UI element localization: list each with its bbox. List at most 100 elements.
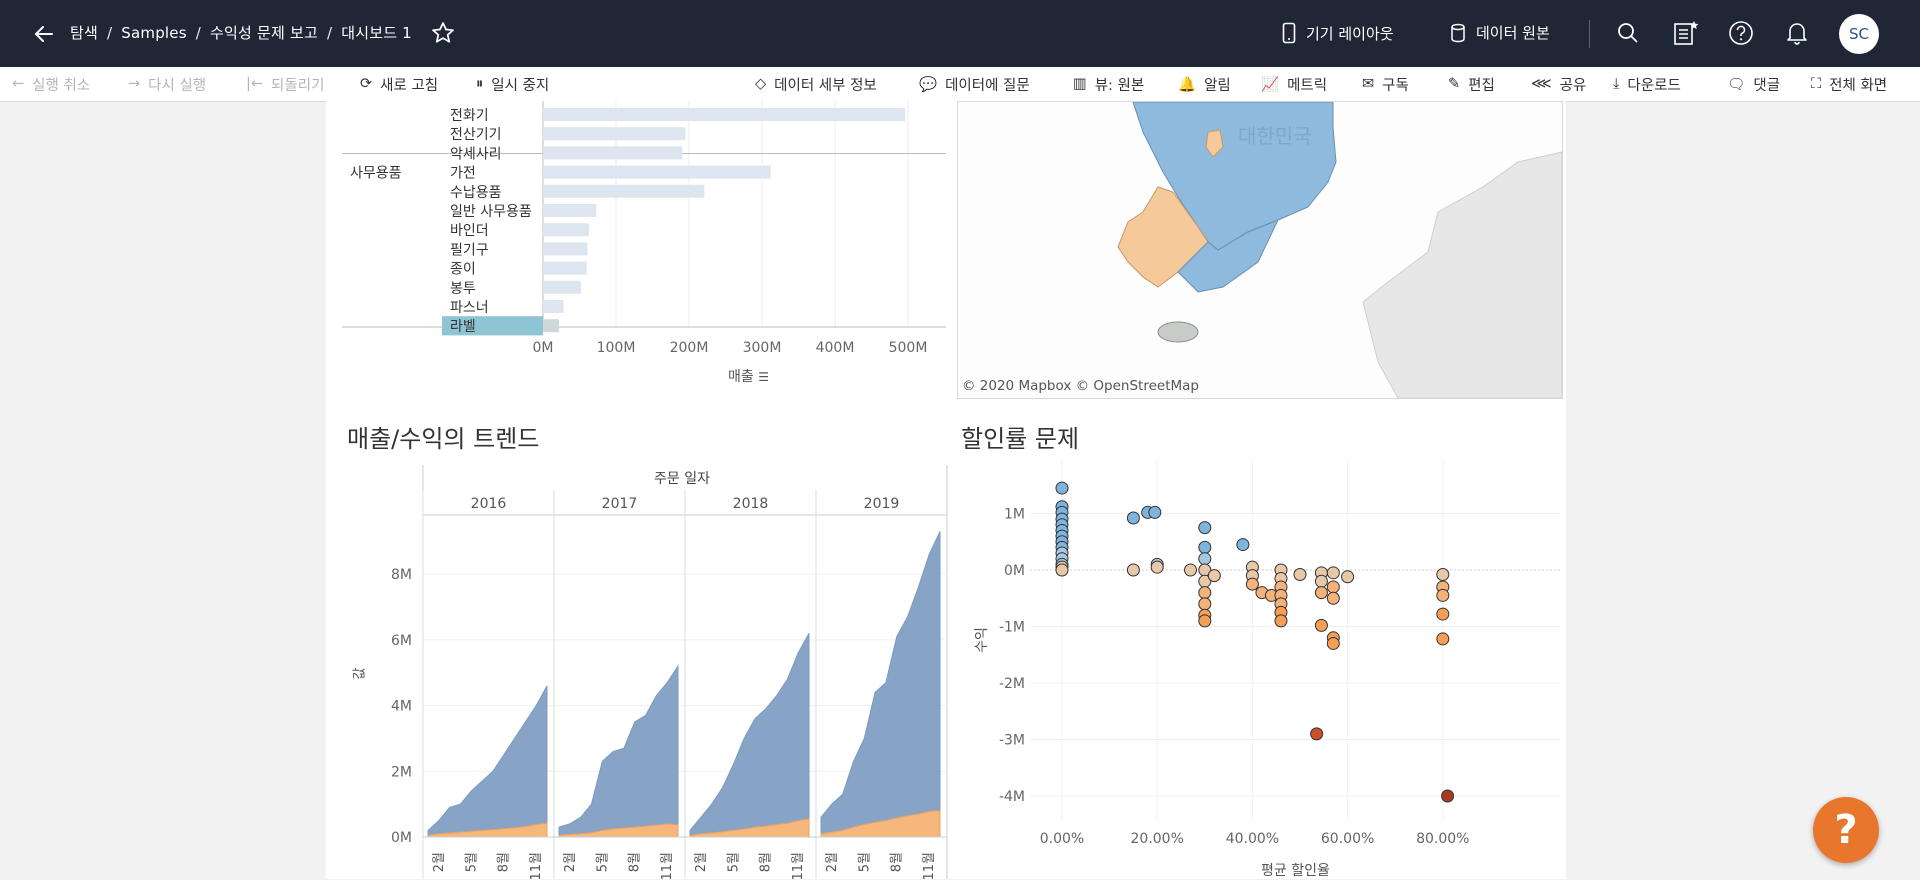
share-button[interactable]: ⋘ 공유 <box>1531 67 1586 101</box>
scatter-x-tick: 20.00% <box>1131 831 1184 847</box>
sort-icon[interactable]: ☰ <box>758 370 769 384</box>
bar-subcategory-label: 가전 <box>450 166 476 182</box>
trend-y-tick: 8M <box>391 567 412 583</box>
device-layout-button[interactable]: 기기 레이아웃 <box>1282 22 1394 44</box>
bar-subcategory-label: 봉투 <box>450 281 476 297</box>
bar <box>543 242 588 256</box>
trend-chart-svg: 0M 2M 4M 6M 8M 2016 2월 5월 8월 11월 2017 2월 5월 8월 11월 2018… <box>391 465 948 879</box>
bar <box>543 261 587 275</box>
trend-month-tick: 8월 <box>628 852 643 872</box>
refresh-button[interactable]: ⟳ 새로 고침 <box>360 67 438 101</box>
database-icon <box>1451 23 1465 42</box>
data-details-button[interactable]: ◇ 데이터 세부 정보 <box>755 67 877 101</box>
favorite-star-icon[interactable] <box>430 20 456 46</box>
undo-label: 실행 취소 <box>32 77 91 94</box>
trend-month-tick: 2월 <box>563 852 578 872</box>
chat-bubble-icon: 💬 <box>919 76 938 93</box>
download-icon: ⤓ <box>1613 76 1620 92</box>
trend-title: 매출/수익의 트렌드 <box>347 425 540 453</box>
discount-scatter-svg: 1M 0M -1M -2M -3M -4M 0.00% 20.00% 40.00% 60.00% 8… <box>999 460 1560 847</box>
share-icon: ⋘ <box>1531 76 1552 92</box>
comment-button[interactable]: 🗨 댓글 <box>1727 67 1780 101</box>
revert-button[interactable]: |← 되돌리기 <box>246 67 324 101</box>
scatter-point <box>1441 789 1455 803</box>
trend-y-tick: 4M <box>391 699 412 715</box>
scatter-point <box>1326 566 1340 580</box>
fullscreen-icon: ⛶ <box>1811 76 1822 92</box>
map-region-capital[interactable] <box>1205 129 1224 158</box>
scatter-point <box>1436 607 1450 621</box>
profit-area <box>820 810 941 838</box>
scatter-point <box>1314 618 1328 632</box>
scatter-x-tick: 0.00% <box>1040 831 1084 847</box>
bar-x-tick: 100M <box>597 340 636 356</box>
data-source-button[interactable]: 데이터 원본 <box>1450 22 1550 43</box>
breadcrumb-item-explore[interactable]: 탐색 <box>70 24 99 42</box>
trend-month-tick: 11월 <box>529 852 544 879</box>
ask-data-button[interactable]: 💬 데이터에 질문 <box>919 67 1030 101</box>
map-svg <box>1117 102 1562 398</box>
redo-label: 다시 실행 <box>148 77 207 94</box>
scatter-y-tick: -3M <box>999 733 1025 749</box>
trend-month-tick: 11월 <box>660 852 675 879</box>
scatter-point <box>1184 563 1198 577</box>
map-region-southwest[interactable] <box>1117 186 1209 288</box>
map-region-southeast[interactable] <box>1177 219 1280 293</box>
bar-subcategory-label: 파스너 <box>450 300 489 316</box>
favorites-list-icon[interactable] <box>1672 19 1700 47</box>
avatar[interactable]: SC <box>1839 14 1879 54</box>
bar <box>543 204 597 217</box>
scatter-point <box>1126 511 1140 525</box>
bar-selected-highlight <box>442 316 543 336</box>
breadcrumb-item-workbook[interactable]: 수익성 문제 보고 <box>210 24 318 42</box>
view-original-button[interactable]: ▥ 뷰: 원본 <box>1073 67 1144 101</box>
scatter-point <box>1436 588 1450 602</box>
bar <box>543 146 683 160</box>
breadcrumb-item-samples[interactable]: Samples <box>121 23 187 42</box>
bar <box>543 184 705 198</box>
bar-subcategory-label: 전산기기 <box>450 127 502 143</box>
alert-label: 알림 <box>1204 77 1231 94</box>
scatter-point <box>1314 574 1328 588</box>
bar-x-tick: 300M <box>743 340 782 356</box>
map-attribution[interactable]: © 2020 Mapbox © OpenStreetMap <box>962 378 1199 394</box>
scatter-point <box>1148 505 1162 519</box>
phone-icon <box>1282 22 1296 44</box>
pause-button[interactable]: ⏸ 일시 중지 <box>476 67 549 101</box>
trend-month-tick: 8월 <box>890 852 905 872</box>
scatter-point <box>1274 614 1288 628</box>
back-arrow-icon[interactable] <box>30 20 58 48</box>
data-source-label: 데이터 원본 <box>1476 24 1550 42</box>
sales-area <box>558 664 679 838</box>
redo-button[interactable]: → 다시 실행 <box>128 67 206 101</box>
revert-label: 되돌리기 <box>271 77 325 94</box>
bell-icon[interactable] <box>1785 20 1809 46</box>
scatter-point <box>1055 563 1069 577</box>
scatter-y-tick: 0M <box>1004 563 1025 579</box>
bar-x-tick: 200M <box>670 340 709 356</box>
trend-month-tick: 8월 <box>497 852 512 872</box>
edit-button[interactable]: ✎ 편집 <box>1448 67 1495 101</box>
undo-button[interactable]: ← 실행 취소 <box>12 67 90 101</box>
region-map[interactable]: 대한민국 © 2020 Mapbox © OpenStreetMap <box>957 101 1563 399</box>
fullscreen-label: 전체 화면 <box>1829 77 1888 94</box>
pencil-icon: ✎ <box>1448 76 1461 92</box>
download-button[interactable]: ⤓ 다운로드 <box>1613 67 1681 101</box>
view-toolbar: ← 실행 취소 → 다시 실행 |← 되돌리기 ⟳ 새로 고침 ⏸ 일시 중지 ◇ 데이터 … <box>0 67 1920 102</box>
bar-x-tick: 0M <box>533 340 554 356</box>
scatter-point <box>1150 560 1164 574</box>
help-icon[interactable] <box>1728 20 1754 46</box>
fullscreen-button[interactable]: ⛶ 전체 화면 <box>1811 67 1887 101</box>
bar-subcategory-label: 악세사리 <box>450 146 502 162</box>
subscribe-button[interactable]: ✉ 구독 <box>1362 67 1409 101</box>
bar-subcategory-label: 종이 <box>450 262 476 278</box>
floating-help-button[interactable]: ? <box>1813 797 1879 863</box>
search-icon[interactable] <box>1616 21 1640 45</box>
scatter-point <box>1436 568 1450 582</box>
alert-button[interactable]: 🔔 알림 <box>1178 67 1231 101</box>
bar-subcategory-label: 일반 사무용품 <box>450 204 532 220</box>
refresh-icon: ⟳ <box>360 76 373 92</box>
jeju-island[interactable] <box>1157 321 1199 343</box>
metrics-button[interactable]: 📈 메트릭 <box>1261 67 1327 101</box>
top-bar: 탐색 / Samples / 수익성 문제 보고 / 대시보드 1 기기 레이아… <box>0 0 1920 67</box>
